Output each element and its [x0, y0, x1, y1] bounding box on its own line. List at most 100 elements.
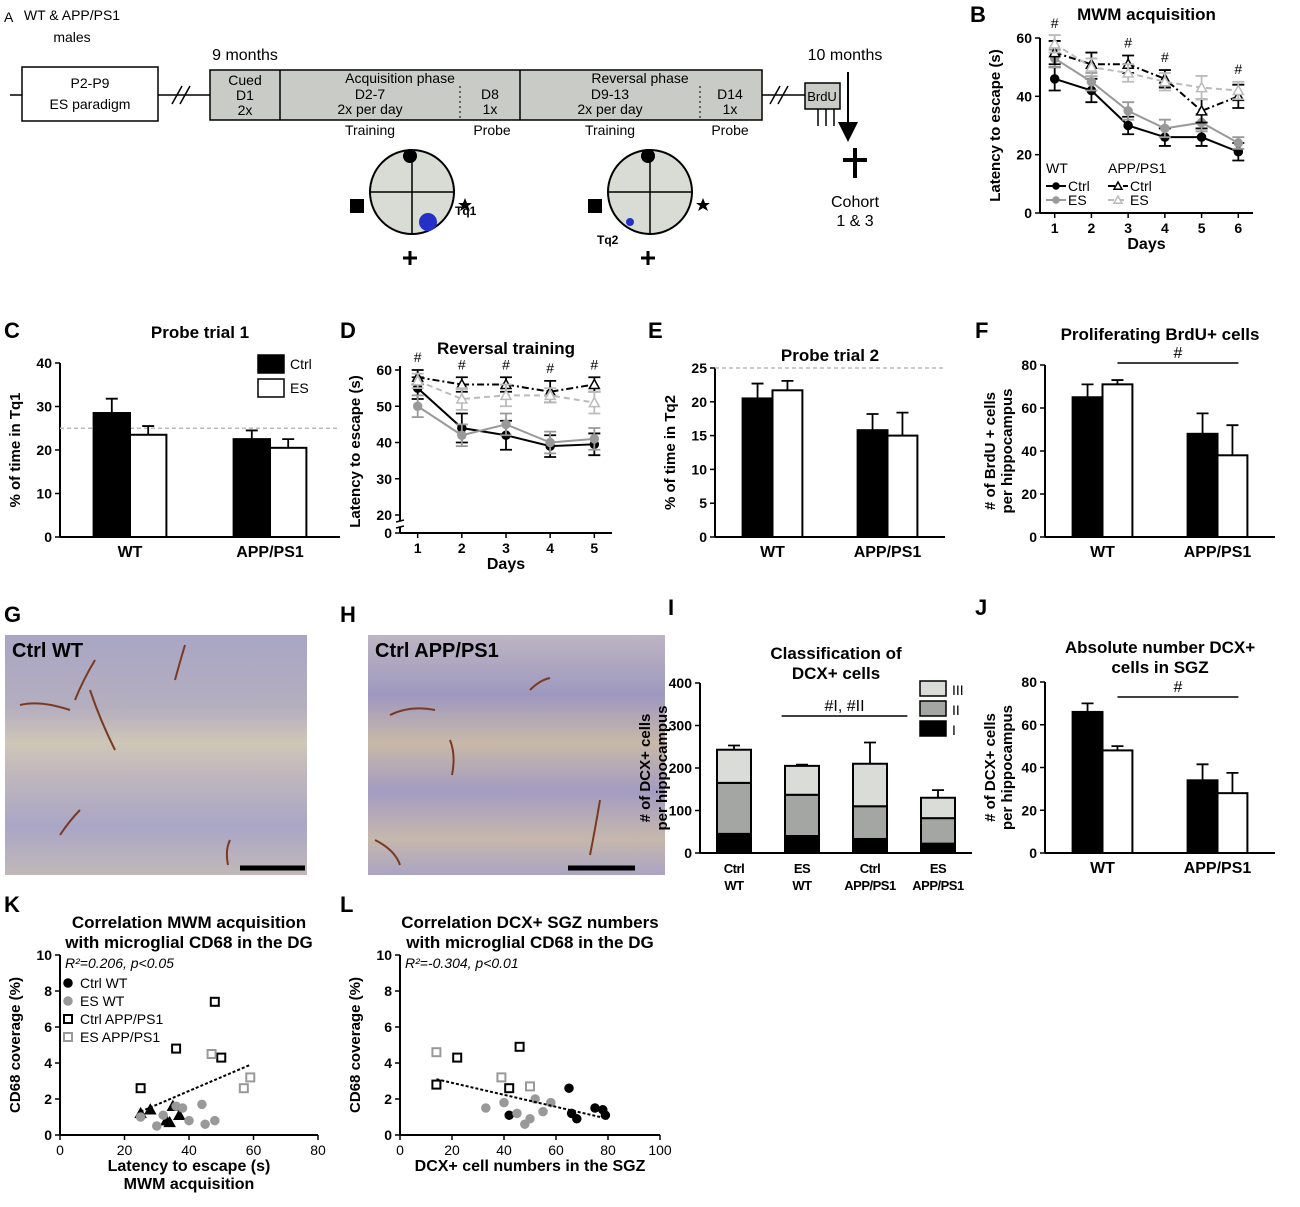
marker: [1121, 66, 1135, 78]
chart: C Probe trial 1 0 10 20 30 40 % of time in Tq1 W…: [4, 318, 340, 561]
legend-swatch: [257, 354, 285, 374]
marker: [1232, 83, 1245, 96]
y-tick-label: 20: [1016, 147, 1032, 163]
bar: [784, 764, 820, 796]
bar: [1101, 749, 1134, 855]
brdu-box: [804, 82, 841, 110]
bar: [716, 832, 752, 854]
y-tick-label: 60: [376, 362, 392, 378]
marker: [525, 1081, 535, 1092]
panel-letter: J: [975, 595, 987, 620]
axis-break: [171, 85, 191, 105]
phase-label: 1x: [483, 101, 498, 117]
marker: [1112, 194, 1124, 204]
x-axis-label: DCX+ cell numbers in the SGZ: [415, 1158, 646, 1175]
significance-label: #: [1161, 49, 1169, 65]
x-tick-label: 40: [181, 1142, 197, 1158]
error-bar: [781, 379, 794, 391]
x-tick-label: ES: [794, 861, 811, 876]
phase-label: 1x: [723, 101, 738, 117]
cohort-label: Cohort: [831, 194, 880, 211]
marker: [63, 1014, 73, 1024]
error-bar: [866, 413, 879, 431]
marker: [184, 1115, 194, 1126]
bar: [856, 429, 889, 538]
significance-label: #: [590, 356, 598, 372]
y-tick-label: 8: [44, 983, 52, 999]
significance-label: #: [1124, 35, 1132, 51]
quadrant-label: Tq1: [455, 204, 477, 218]
panel-a: A WT & APP/PS1 males P2-P9 ES paradigm 9…: [4, 7, 882, 265]
x-tick-label: 0: [396, 1142, 404, 1158]
y-tick-label: 8: [384, 983, 392, 999]
y-tick-label: 50: [376, 398, 392, 414]
phase-label: Cued: [228, 72, 261, 88]
y-axis-label: % of time in Tq2: [662, 395, 679, 510]
marker: [499, 388, 513, 401]
bar: [1101, 383, 1134, 538]
start-box: [21, 66, 159, 122]
significance-label: #: [546, 360, 554, 376]
group-label: WT & APP/PS1: [24, 7, 120, 23]
marker: [538, 1106, 548, 1117]
legend-label: Ctrl: [1068, 178, 1090, 194]
y-axis-label: % of time in Tq1: [7, 392, 24, 507]
y-tick-label: 20: [1021, 486, 1037, 502]
phase-label: D2-7: [355, 86, 386, 102]
y-axis-label: # of DCX+ cells: [637, 714, 654, 823]
error-bar: [1111, 379, 1124, 385]
marker: [210, 1115, 220, 1126]
legend-label: Ctrl APP/PS1: [80, 1011, 163, 1027]
significance-label: #: [502, 356, 510, 372]
bar: [716, 748, 752, 784]
x-tick-label: WT: [724, 878, 744, 893]
bar: [1186, 779, 1219, 855]
y-tick-label: 4: [44, 1055, 52, 1071]
bar: [852, 805, 888, 840]
trend-line: [140, 1063, 251, 1113]
panel-letter: F: [975, 318, 988, 343]
stat-label: R²=-0.304, p<0.01: [405, 955, 519, 971]
error-bar: [142, 425, 155, 435]
cell: [19, 644, 231, 866]
bar: [784, 835, 820, 854]
bar: [269, 446, 308, 539]
chart: D Reversal training 0 20 30 40 50 60 Latency to …: [340, 318, 612, 573]
marker: [171, 1043, 182, 1054]
x-tick-label: 4: [1161, 220, 1169, 236]
bar: [1216, 792, 1249, 855]
chart-title: MWM acquisition: [1077, 5, 1216, 24]
bar: [920, 842, 956, 855]
marker: [455, 392, 469, 404]
brdu-label: BrdU: [807, 89, 837, 104]
panel-letter: L: [340, 892, 353, 917]
legend-swatch: [919, 680, 947, 697]
legend-label: ES APP/PS1: [80, 1029, 160, 1045]
legend-label: ES WT: [80, 993, 125, 1009]
significance-label: #: [1173, 679, 1182, 696]
panel-letter: B: [970, 2, 986, 27]
legend-swatch: [919, 700, 947, 717]
x-tick-label: 20: [444, 1142, 460, 1158]
marker: [245, 1072, 256, 1083]
y-tick-label: 20: [691, 394, 707, 410]
series-line: [1054, 77, 1239, 153]
marker: [525, 1114, 535, 1124]
bar: [1071, 396, 1104, 538]
y-axis-label: per hippocampus: [999, 388, 1016, 513]
y-tick-label: 20: [36, 442, 52, 458]
y-tick-label: 0: [684, 845, 692, 861]
x-tick-label: Ctrl: [724, 861, 744, 876]
marker: [63, 996, 73, 1006]
marker: [177, 1103, 188, 1113]
error-bar: [896, 411, 909, 436]
x-axis-label: Days: [1127, 236, 1165, 253]
marker: [411, 374, 424, 386]
bar: [920, 817, 956, 845]
error-bar: [1111, 745, 1124, 751]
marker: [412, 401, 423, 411]
significance-label: #: [1234, 61, 1242, 77]
marker: [63, 1032, 73, 1042]
